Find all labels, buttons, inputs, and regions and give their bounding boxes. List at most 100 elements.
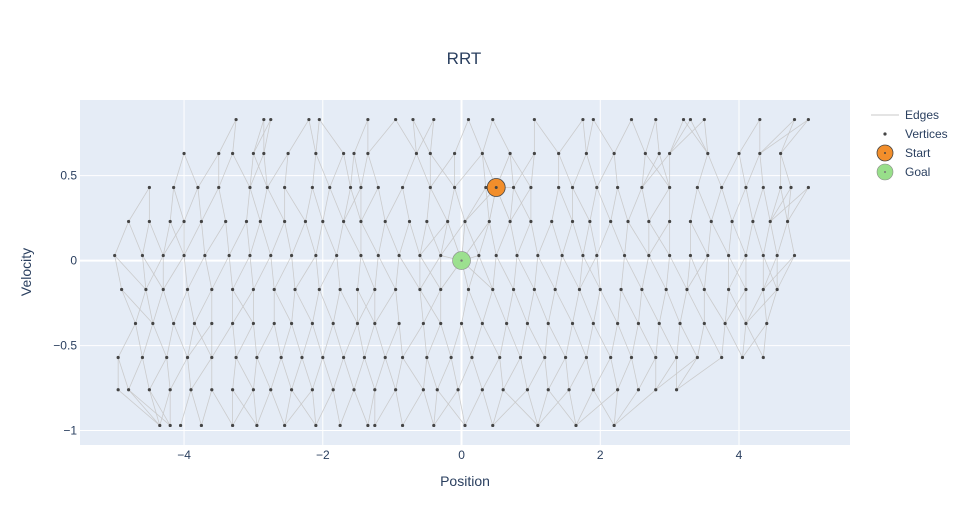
- edge: [471, 323, 483, 358]
- edge: [416, 153, 431, 188]
- edge: [419, 221, 428, 256]
- x-tick-label: 4: [736, 448, 743, 462]
- edge: [547, 389, 577, 426]
- edge: [350, 187, 362, 222]
- edge: [454, 187, 466, 222]
- edge: [527, 323, 546, 358]
- edge: [419, 221, 448, 256]
- vertex-point: [158, 423, 162, 428]
- vertex-point: [706, 151, 710, 156]
- edge: [710, 187, 723, 222]
- edge: [575, 389, 594, 426]
- vertex-point: [567, 388, 571, 392]
- vertex-point: [532, 151, 536, 156]
- legend-item-start[interactable]: Start: [876, 144, 931, 162]
- edge: [492, 289, 507, 324]
- edge: [187, 323, 213, 358]
- edge: [145, 255, 164, 290]
- edge: [225, 221, 230, 256]
- edge: [256, 389, 272, 426]
- edge: [589, 221, 598, 256]
- edge: [162, 221, 185, 256]
- vertex-point: [466, 287, 471, 292]
- edge: [696, 323, 705, 358]
- vertex-point: [591, 321, 595, 326]
- edge: [752, 187, 764, 222]
- edge: [311, 389, 317, 426]
- vertex-point: [168, 219, 172, 224]
- vertex-point: [518, 355, 523, 360]
- vertex-point: [806, 117, 810, 122]
- vertex-point: [359, 253, 363, 258]
- legend-item-goal[interactable]: Goal: [876, 163, 930, 181]
- edge: [620, 289, 639, 324]
- vertex-point: [342, 151, 346, 156]
- edge: [121, 289, 154, 324]
- edge: [457, 389, 466, 426]
- vertex-point: [283, 423, 287, 428]
- edge: [395, 389, 403, 426]
- edge: [568, 389, 577, 426]
- vertex-point: [480, 151, 484, 156]
- vertex-point: [463, 423, 467, 428]
- legend-item-edges[interactable]: Edges: [871, 108, 939, 122]
- vertex-point: [421, 321, 425, 326]
- edge: [759, 119, 795, 154]
- vertex-point: [373, 321, 377, 326]
- vertex-point: [400, 355, 405, 360]
- edge: [384, 323, 400, 358]
- edge: [509, 153, 532, 188]
- vertex-point: [515, 253, 519, 258]
- edge: [738, 119, 761, 154]
- edge: [197, 187, 202, 222]
- vertex-point: [546, 388, 550, 392]
- edge: [117, 323, 136, 358]
- edge: [135, 289, 147, 324]
- vertex-point: [352, 388, 356, 392]
- edge: [631, 357, 639, 390]
- edge: [502, 357, 521, 390]
- legend-item-vertices[interactable]: Vertices: [883, 127, 948, 141]
- legend[interactable]: Edges Vertices Start Goal: [871, 108, 948, 181]
- legend-start-label: Start: [905, 146, 931, 160]
- edge: [367, 153, 379, 188]
- edge: [769, 221, 778, 256]
- edge: [572, 323, 587, 358]
- vertex-point: [484, 185, 488, 190]
- edge: [377, 221, 386, 256]
- edge: [315, 221, 324, 256]
- edge: [142, 255, 147, 290]
- vertex-point: [421, 388, 425, 392]
- y-tick-label: 0: [70, 254, 77, 268]
- edge: [762, 187, 771, 222]
- vertex-point: [203, 253, 207, 258]
- edge: [419, 255, 442, 290]
- edge: [724, 289, 747, 324]
- edge: [582, 221, 591, 256]
- vertex-point: [231, 287, 235, 292]
- edge: [638, 289, 643, 324]
- vertex-point: [185, 355, 190, 360]
- edge: [780, 153, 792, 188]
- edge: [610, 357, 619, 390]
- vertex-point: [182, 253, 186, 258]
- vertex-point: [338, 287, 342, 292]
- edge: [655, 119, 660, 154]
- vertex-point: [168, 388, 172, 392]
- edge: [121, 289, 136, 324]
- edge: [429, 187, 449, 222]
- vertex-point: [657, 321, 661, 326]
- edge: [412, 119, 431, 154]
- edge: [669, 255, 688, 290]
- edge: [201, 187, 220, 222]
- y-tick-label: 0.5: [60, 169, 77, 183]
- vertex-point: [342, 355, 346, 360]
- x-tick-label: 0: [458, 448, 465, 462]
- edge: [232, 389, 258, 426]
- vertex-point: [720, 185, 724, 190]
- vertex-point: [727, 253, 731, 258]
- edge: [402, 357, 424, 390]
- edge: [728, 289, 747, 324]
- edges-layer: [114, 119, 809, 426]
- edge: [613, 153, 619, 188]
